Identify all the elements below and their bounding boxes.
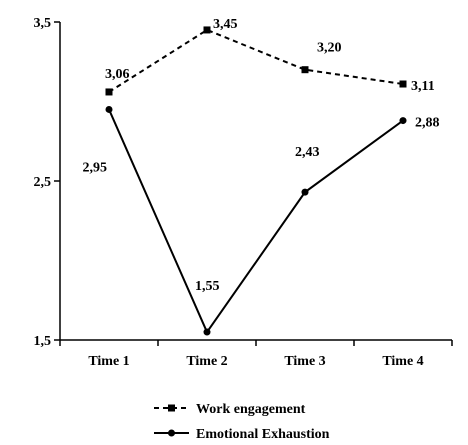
y-tick-label: 3,5 [34, 16, 52, 31]
data-point [203, 328, 211, 336]
x-tick-label: Time 2 [186, 354, 227, 369]
data-label: 3,45 [213, 17, 238, 32]
data-point [105, 88, 113, 96]
y-tick-label: 1,5 [34, 334, 52, 349]
data-point [203, 26, 211, 34]
data-label: 2,43 [295, 145, 320, 160]
series-line [108, 28, 404, 93]
data-label: 1,55 [195, 279, 220, 294]
y-ticks: 3,5 2,5 1,5 [34, 16, 60, 349]
legend-label: Work engagement [196, 402, 306, 417]
x-tick-label: Time 1 [88, 354, 129, 369]
data-label: 2,88 [415, 116, 440, 131]
legend: Work engagement Emotional Exhaustion [154, 402, 330, 442]
series-line [108, 109, 404, 335]
data-point [105, 105, 113, 113]
data-label: 3,20 [317, 41, 342, 56]
data-point [301, 188, 309, 196]
data-point [399, 80, 407, 88]
legend-label: Emotional Exhaustion [196, 427, 330, 442]
y-tick-label: 2,5 [34, 175, 52, 190]
x-tick-label: Time 3 [284, 354, 325, 369]
series-layer: 3,06 3,45 3,20 3,11 2,95 1,55 2,43 2,88 [83, 17, 440, 336]
legend-marker [168, 429, 175, 437]
x-tick-label: Time 4 [382, 354, 423, 369]
data-point [301, 66, 309, 74]
data-label: 3,06 [105, 67, 130, 82]
data-label: 3,11 [411, 79, 435, 94]
data-label: 2,95 [83, 160, 108, 175]
data-point [399, 117, 407, 125]
x-ticks: Time 1 Time 2 Time 3 Time 4 [59, 340, 453, 369]
legend-marker [168, 404, 175, 412]
